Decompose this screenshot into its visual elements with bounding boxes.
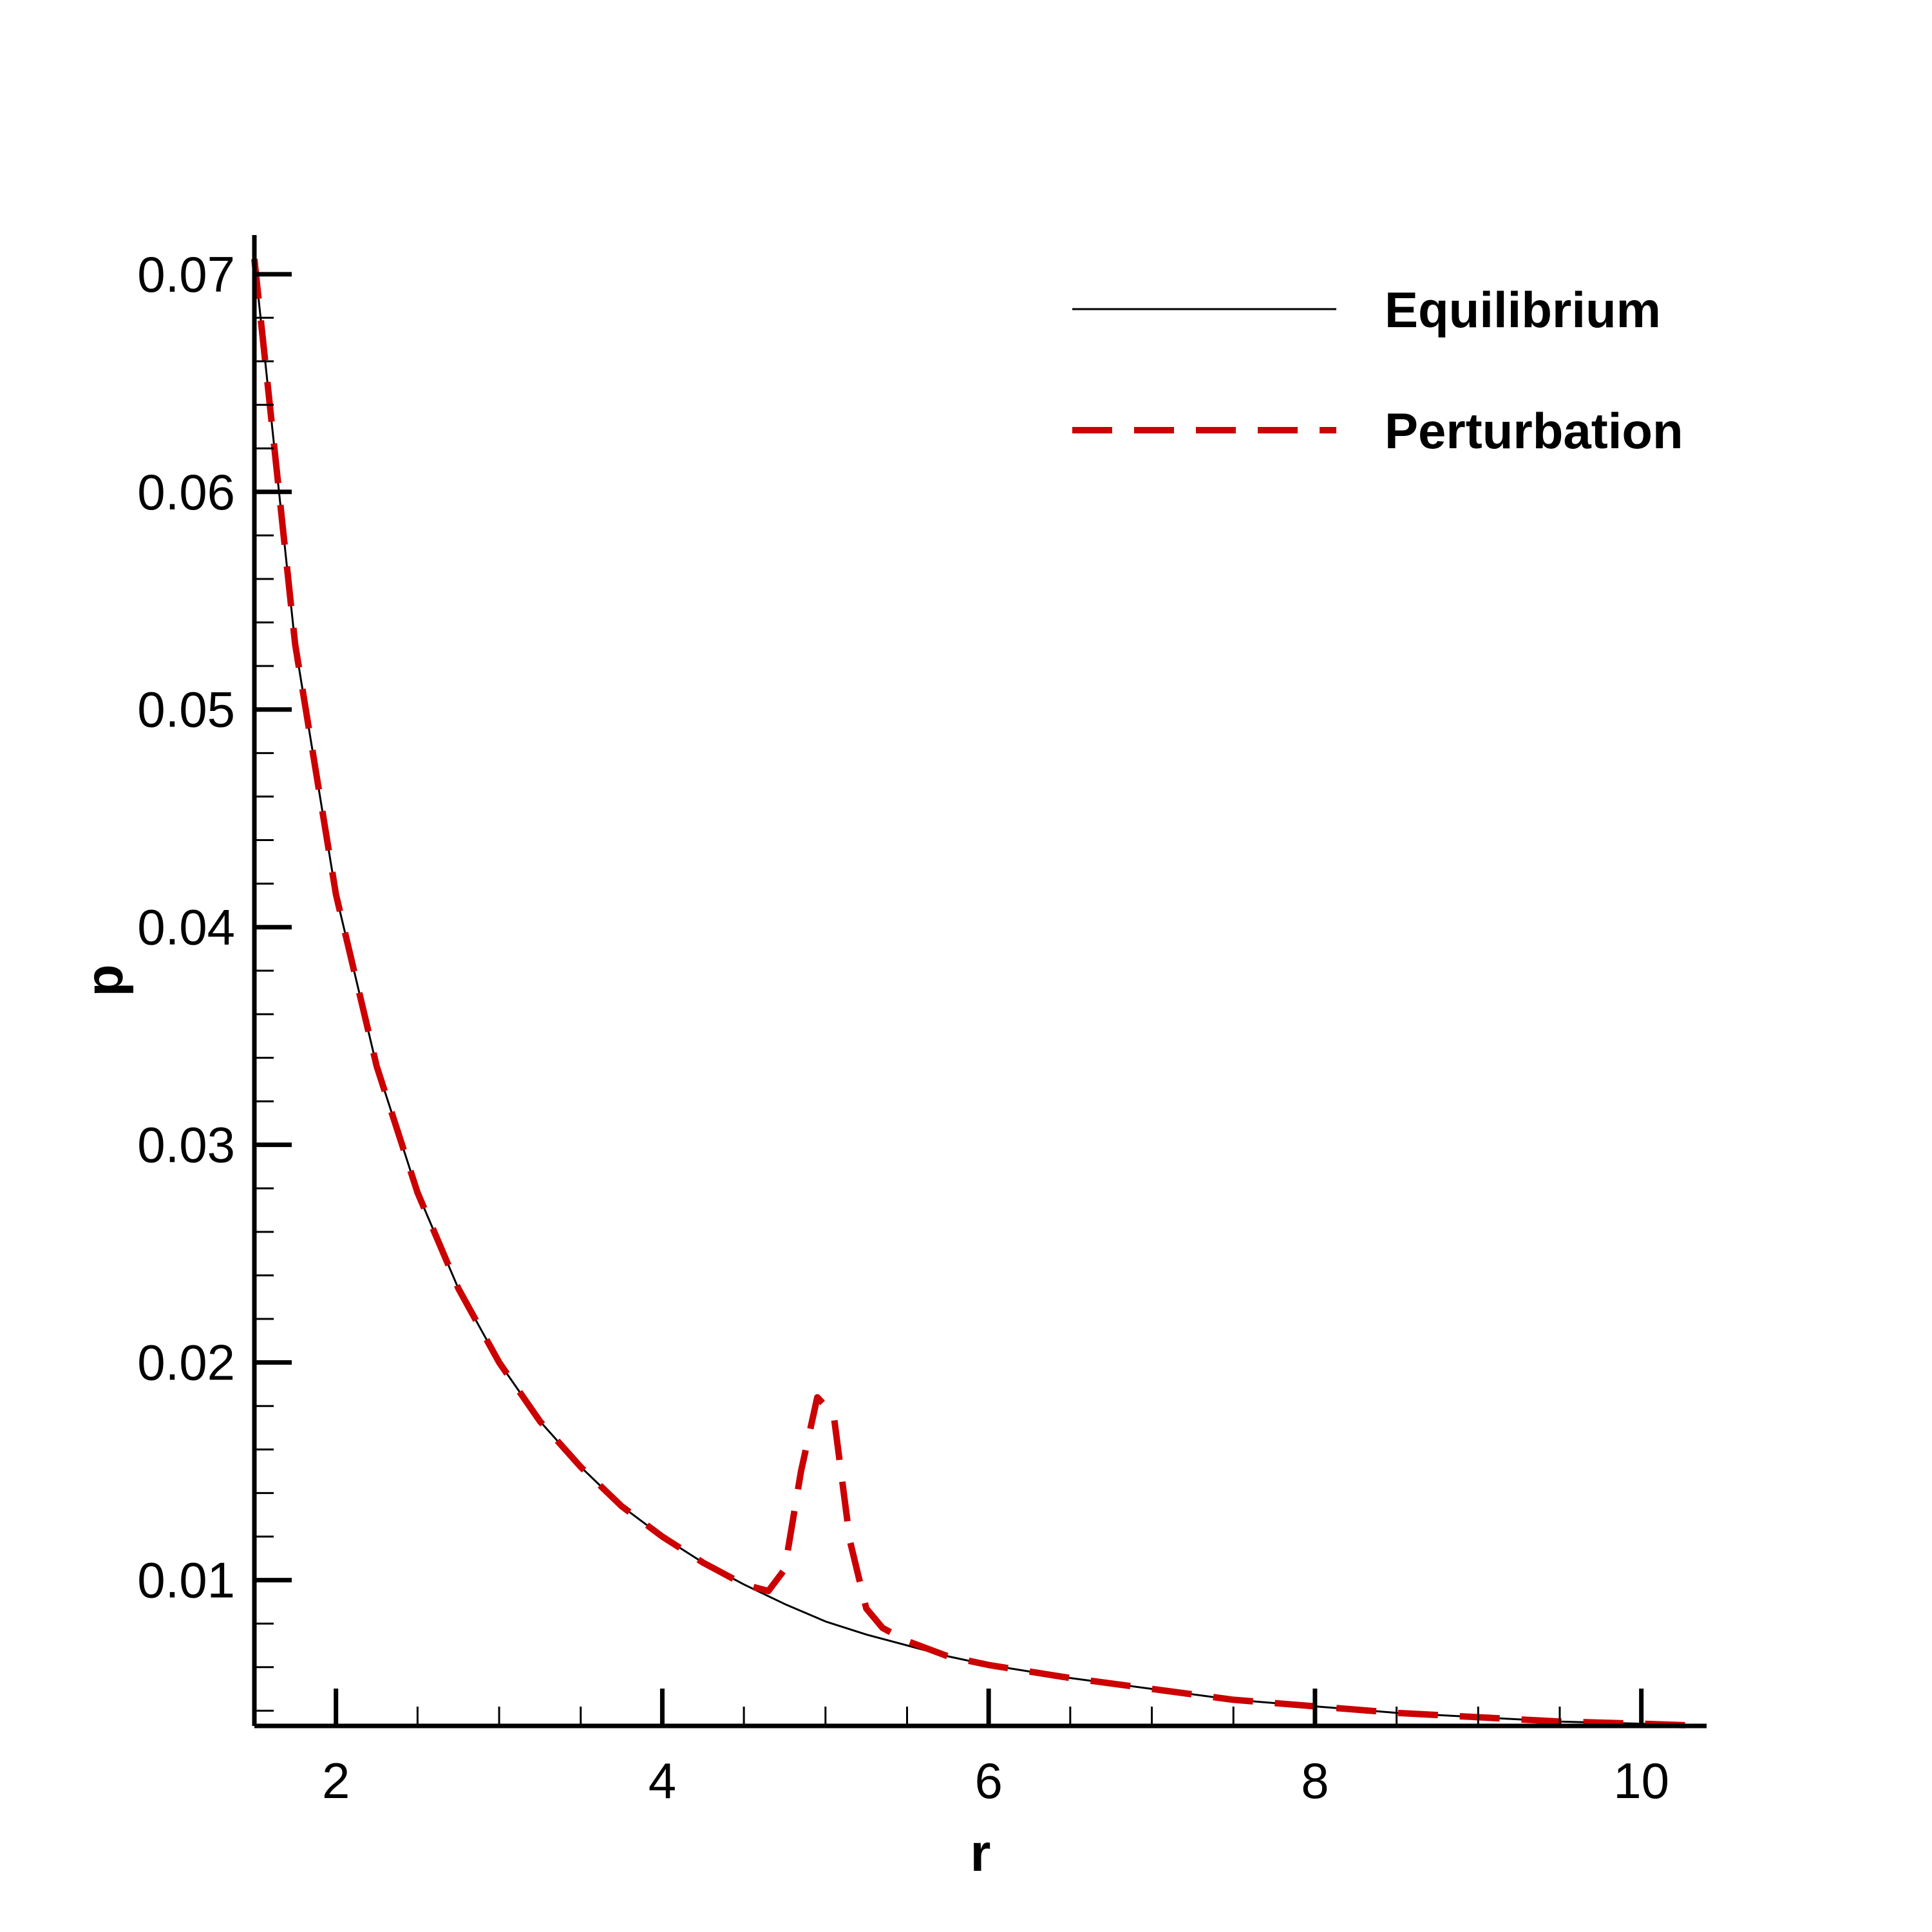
- y-tick-label: 0.02: [137, 1334, 235, 1391]
- x-tick-label: 6: [974, 1752, 1002, 1809]
- x-tick-label: 10: [1613, 1752, 1669, 1809]
- x-tick-label: 2: [322, 1752, 350, 1809]
- y-tick-label: 0.06: [137, 464, 235, 520]
- y-tick-label: 0.05: [137, 681, 235, 738]
- series-layer: [251, 258, 1707, 1729]
- ticks-layer: 2 4 6 8 10 0.01 0.02 0.03 0.04 0.05 0.06 0.07: [137, 246, 1669, 1809]
- x-tick-label: 8: [1301, 1752, 1329, 1809]
- y-tick-label: 0.07: [137, 246, 235, 303]
- y-tick-label: 0.01: [137, 1552, 235, 1609]
- axes-layer: [252, 235, 1707, 1728]
- y-tick-label: 0.04: [137, 899, 235, 956]
- legend-label-equilibrium: Equilibrium: [1385, 281, 1661, 338]
- y-axis-title: p: [75, 964, 134, 996]
- legend: Equilibrium Perturbation: [1072, 281, 1683, 459]
- y-tick-label: 0.03: [137, 1117, 235, 1173]
- series-line-equilibrium: [253, 259, 1707, 1727]
- legend-label-perturbation: Perturbation: [1385, 402, 1683, 459]
- x-axis-title: r: [971, 1824, 991, 1882]
- series-line-perturbation: [251, 258, 1707, 1729]
- x-tick-label: 4: [649, 1752, 676, 1809]
